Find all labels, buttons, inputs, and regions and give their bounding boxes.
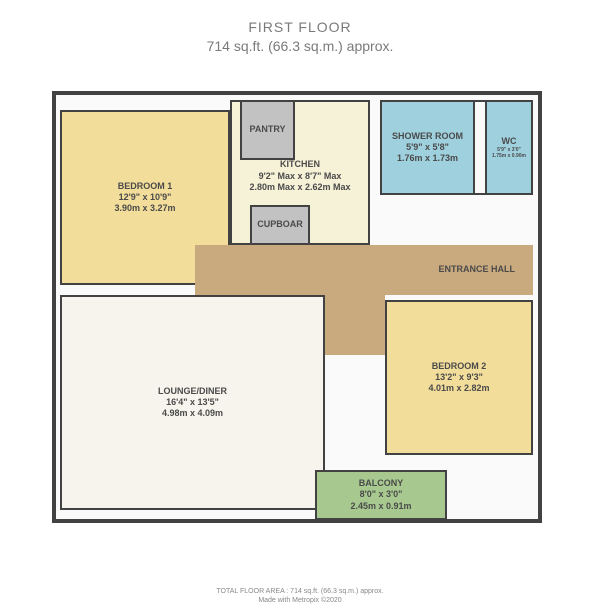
room-dims-imperial: 12'9" x 10'9": [119, 192, 172, 203]
room-label: CUPBOAR: [257, 219, 303, 230]
room-dims-imperial: 5'9" x 5'8": [406, 142, 449, 153]
room-dims-imperial: 16'4" x 13'5": [166, 397, 219, 408]
room-label: BEDROOM 1: [118, 181, 173, 192]
room-dims-imperial: 13'2" x 9'3": [435, 372, 483, 383]
floor-title: FIRST FLOOR: [0, 18, 600, 37]
footer: TOTAL FLOOR AREA : 714 sq.ft. (66.3 sq.m…: [0, 587, 600, 605]
room-shower: SHOWER ROOM5'9" x 5'8"1.76m x 1.73m: [380, 100, 475, 195]
room-lounge: LOUNGE/DINER16'4" x 13'5"4.98m x 4.09m: [60, 295, 325, 510]
room-label: PANTRY: [250, 124, 286, 135]
room-dims-metric: 1.76m x 1.73m: [397, 153, 458, 164]
footer-credit: Made with Metropix ©2020: [0, 596, 600, 605]
room-wc: WC5'9" x 3'0"1.75m x 0.90m: [485, 100, 533, 195]
room-dims-metric: 4.01m x 2.82m: [428, 383, 489, 394]
room-label: KITCHEN: [280, 159, 320, 170]
floor-plan: KITCHEN9'2" Max x 8'7" Max2.80m Max x 2.…: [60, 85, 540, 535]
room-dims-metric: 3.90m x 3.27m: [114, 203, 175, 214]
room-dims-metric: 2.45m x 0.91m: [350, 501, 411, 512]
room-label: WC: [502, 136, 517, 147]
room-bedroom2: BEDROOM 213'2" x 9'3"4.01m x 2.82m: [385, 300, 533, 455]
room-dims-metric: 4.98m x 4.09m: [162, 408, 223, 419]
room-dims-metric: 2.80m Max x 2.62m Max: [249, 182, 350, 193]
hall-connector: [325, 290, 385, 355]
wall-stub: [475, 100, 485, 195]
room-label: SHOWER ROOM: [392, 131, 463, 142]
room-balcony: BALCONY8'0" x 3'0"2.45m x 0.91m: [315, 470, 447, 520]
room-label: ENTRANCE HALL: [439, 264, 516, 275]
room-dims-metric: 1.75m x 0.90m: [492, 153, 526, 159]
room-dims-imperial: 8'0" x 3'0": [360, 489, 403, 500]
room-dims-imperial: 9'2" Max x 8'7" Max: [259, 171, 342, 182]
footer-area: TOTAL FLOOR AREA : 714 sq.ft. (66.3 sq.m…: [0, 587, 600, 596]
room-pantry: PANTRY: [240, 100, 295, 160]
floor-subtitle: 714 sq.ft. (66.3 sq.m.) approx.: [0, 37, 600, 56]
room-hall: ENTRANCE HALL: [195, 245, 533, 295]
room-cupboard: CUPBOAR: [250, 205, 310, 245]
room-label: BEDROOM 2: [432, 361, 487, 372]
room-label: BALCONY: [359, 478, 404, 489]
header: FIRST FLOOR 714 sq.ft. (66.3 sq.m.) appr…: [0, 0, 600, 56]
room-label: LOUNGE/DINER: [158, 386, 227, 397]
